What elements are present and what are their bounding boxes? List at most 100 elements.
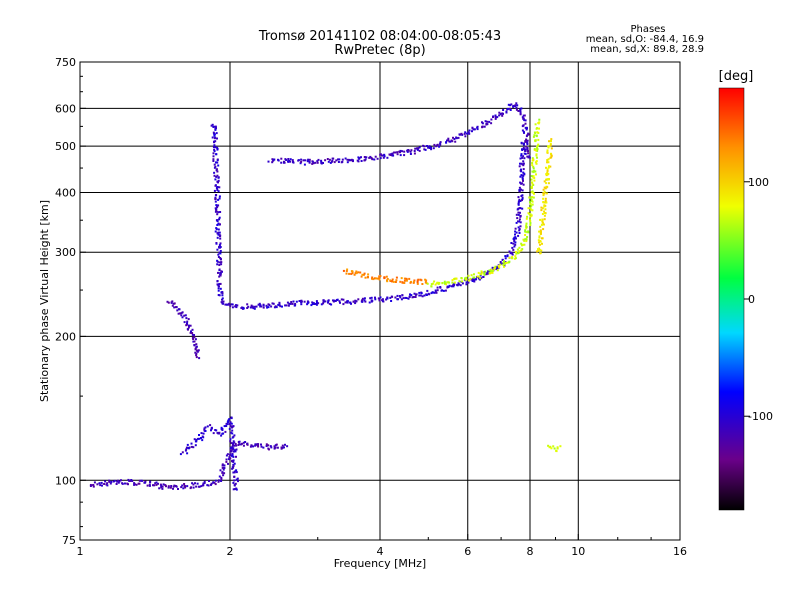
- y-tick-label-6: 600: [55, 102, 76, 115]
- trace-0-point-250: [316, 301, 318, 304]
- trace-7-point-99: [232, 459, 235, 462]
- trace-5-point-11: [175, 306, 177, 309]
- trace-2-point-61: [409, 281, 412, 284]
- trace-7-point-22: [198, 434, 200, 436]
- trace-3-point-63: [493, 267, 496, 270]
- trace-0-point-468: [516, 217, 519, 220]
- trace-1-point-174: [455, 137, 458, 140]
- trace-1-point-270: [526, 139, 529, 142]
- trace-3-point-143: [531, 196, 534, 199]
- trace-0-point-202: [265, 304, 268, 307]
- trace-1-point-30: [303, 163, 306, 166]
- trace-3-point-79: [508, 256, 511, 259]
- trace-5-point-48: [193, 344, 196, 347]
- trace-1-point-144: [427, 146, 430, 149]
- trace-2-point-3: [345, 270, 348, 273]
- trace-0-point-173: [231, 303, 234, 306]
- trace-2-point-47: [394, 281, 397, 283]
- trace-4-point-46: [544, 204, 547, 207]
- trace-0-point-317: [389, 296, 392, 299]
- trace-4-point-106: [550, 140, 552, 142]
- trace-1-point-13: [283, 161, 286, 164]
- trace-7-point-34: [210, 429, 212, 432]
- trace-7-point-73: [228, 428, 231, 430]
- trace-3-point-168: [532, 165, 535, 168]
- trace-7-point-113: [235, 471, 238, 474]
- chart-title: Tromsø 20141102 08:04:00-08:05:43: [258, 29, 501, 44]
- trace-7-point-2: [185, 448, 188, 451]
- trace-1-point-148: [428, 147, 431, 149]
- trace-0-point-325: [400, 298, 403, 301]
- trace-3-point-140: [528, 196, 531, 199]
- trace-7-point-13: [192, 446, 195, 449]
- trace-1-point-58: [333, 161, 336, 164]
- x-tick-label-6: 16: [673, 545, 687, 558]
- trace-7-point-61: [227, 419, 230, 422]
- trace-6-point-76: [170, 485, 173, 487]
- trace-1-point-131: [413, 152, 416, 155]
- trace-3-point-109: [524, 230, 527, 233]
- trace-7-point-21: [196, 437, 199, 440]
- trace-1-point-38: [312, 162, 315, 165]
- trace-4-point-81: [545, 166, 547, 169]
- trace-0-point-382: [457, 282, 460, 285]
- trace-0-point-235: [298, 300, 301, 302]
- trace-2-point-10: [353, 273, 356, 276]
- trace-2-point-36: [383, 277, 386, 280]
- trace-0-point-439: [511, 253, 514, 256]
- trace-3-point-83: [514, 257, 517, 260]
- trace-3-point-49: [479, 273, 482, 276]
- trace-0-point-3: [213, 125, 216, 128]
- trace-4-point-94: [550, 152, 552, 155]
- trace-3-point-118: [525, 217, 528, 220]
- trace-0-point-301: [370, 296, 373, 299]
- trace-1-point-208: [488, 120, 491, 123]
- trace-3-point-72: [503, 260, 505, 263]
- trace-0-point-258: [328, 302, 331, 305]
- trace-6-point-26: [120, 479, 122, 482]
- trace-6-point-18: [108, 479, 111, 482]
- trace-0-point-31: [215, 153, 218, 156]
- trace-0-point-67: [218, 197, 221, 200]
- trace-1-point-272: [524, 140, 527, 143]
- trace-1-point-15: [285, 159, 288, 161]
- trace-7-point-72: [231, 426, 233, 429]
- trace-1-point-136: [416, 147, 418, 150]
- trace-5-point-27: [185, 324, 188, 327]
- trace-0-point-494: [521, 189, 524, 192]
- trace-0-point-145: [216, 283, 219, 286]
- trace-3-point-17: [443, 282, 446, 285]
- trace-0-point-213: [273, 306, 276, 309]
- trace-6-point-165: [244, 441, 247, 443]
- trace-4-point-15: [538, 236, 541, 239]
- trace-0-point-193: [252, 307, 255, 310]
- trace-3-point-98: [523, 239, 526, 242]
- y-axis-label: Stationary phase Virtual Height [km]: [38, 200, 51, 402]
- trace-0-point-89: [216, 220, 219, 222]
- trace-0-point-172: [230, 303, 233, 306]
- colorbar-tick-label-0: 100: [748, 176, 769, 189]
- trace-0-point-65: [215, 194, 218, 196]
- trace-6-point-120: [220, 480, 223, 482]
- trace-0-point-182: [246, 303, 249, 306]
- trace-0-point-472: [519, 214, 522, 217]
- trace-4-point-88: [547, 161, 550, 164]
- trace-0-point-246: [315, 300, 318, 303]
- trace-0-point-241: [306, 302, 309, 305]
- trace-1-point-276: [526, 143, 529, 146]
- trace-3-point-104: [524, 234, 527, 236]
- trace-6-point-36: [128, 480, 131, 482]
- trace-4-point-22: [539, 229, 542, 232]
- trace-3-point-200: [536, 131, 539, 134]
- trace-6-point-4: [92, 485, 95, 488]
- trace-0-point-326: [399, 296, 402, 299]
- trace-1-point-176: [461, 133, 464, 136]
- trace-7-point-47: [222, 432, 225, 435]
- trace-7-point-0: [181, 451, 184, 454]
- trace-6-point-128: [223, 467, 226, 469]
- trace-0-point-90: [217, 222, 220, 225]
- trace-0-point-358: [435, 291, 438, 294]
- trace-3-point-27: [455, 277, 458, 280]
- trace-5-point-15: [179, 312, 182, 315]
- trace-1-point-250: [523, 114, 526, 117]
